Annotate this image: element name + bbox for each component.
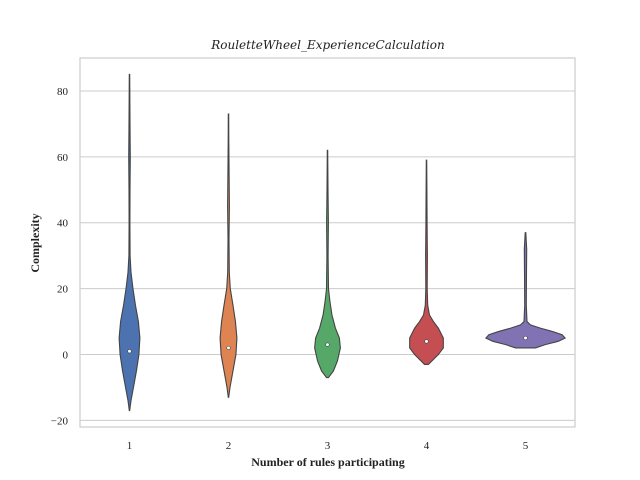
median-marker-5 — [523, 335, 528, 341]
y-tick-labels: −20 0 20 40 60 80 — [51, 86, 69, 427]
violin-4 — [409, 159, 444, 365]
violin-3 — [314, 149, 341, 379]
median-marker-4 — [424, 339, 429, 344]
x-axis-label: Number of rules participating — [251, 455, 404, 469]
y-tick-label: 0 — [63, 350, 69, 362]
x-tick-label: 4 — [424, 440, 430, 452]
median-marker-2 — [226, 345, 231, 351]
y-tick-label: 20 — [57, 284, 69, 296]
x-tick-label: 1 — [127, 440, 133, 452]
violin-5 — [484, 232, 567, 349]
x-tick-label: 3 — [325, 440, 331, 452]
median-marker-3 — [325, 342, 330, 347]
plot-frame — [79, 57, 576, 428]
y-tick-label: 80 — [57, 86, 69, 98]
x-tick-label: 5 — [523, 440, 529, 452]
y-axis-label: Complexity — [28, 213, 42, 272]
violin-2 — [219, 113, 238, 398]
violins — [118, 73, 567, 412]
chart-title: RouletteWheel_ExperienceCalculation — [210, 38, 445, 52]
y-tick-label: 40 — [57, 218, 69, 230]
x-tick-label: 2 — [226, 440, 232, 452]
median-marker-1 — [127, 349, 132, 354]
violin-1 — [118, 73, 141, 412]
y-tick-label: 60 — [57, 152, 69, 164]
y-tick-label: −20 — [51, 415, 69, 427]
x-tick-labels: 1 2 3 4 5 — [127, 440, 529, 452]
